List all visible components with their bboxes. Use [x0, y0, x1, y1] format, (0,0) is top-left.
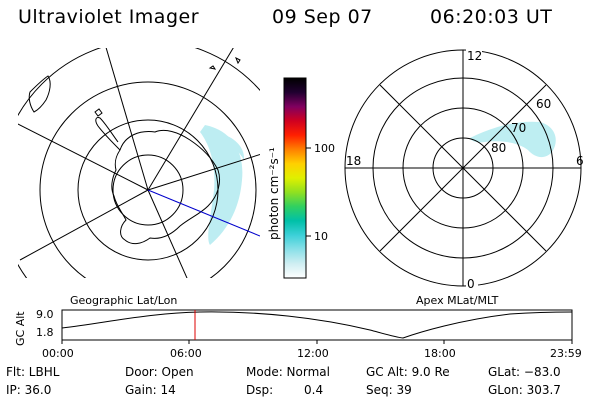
time-tick-1200: 12:00	[297, 347, 329, 360]
alt-tick-9: 9.0	[36, 308, 54, 321]
time-tick-2359: 23:59	[550, 347, 582, 360]
gain-info: Gain: 14	[125, 383, 176, 397]
instrument-title: Ultraviolet Imager	[18, 6, 200, 28]
mlt-label-18: 18	[346, 154, 361, 168]
altitude-timeline: 9.0 1.8 GC Alt 00:00 06:00 12:00 18:00 2…	[14, 308, 582, 360]
apex-panel-label: Apex MLat/MLT	[416, 294, 499, 307]
date-label: 09 Sep 07	[272, 6, 373, 28]
seq-info: Seq: 39	[366, 383, 412, 397]
orbit-track	[147, 189, 260, 237]
geographic-map	[18, 48, 260, 278]
filter-info: Flt: LBHL	[6, 365, 60, 379]
mlt-label-0: 0	[467, 277, 475, 291]
dsp-label: Dsp:	[246, 383, 274, 397]
polar-plot: 12 0 18 6 60 70 80	[344, 48, 584, 291]
time-label: 06:20:03 UT	[430, 6, 553, 28]
mlat-label-80: 80	[491, 141, 506, 155]
auroral-oval-apex	[470, 121, 556, 158]
antarctic-peninsula	[95, 117, 121, 151]
time-tick-0600: 06:00	[170, 347, 202, 360]
mlt-label-6: 6	[576, 154, 584, 168]
colorbar-unit-label: photon cm⁻²s⁻¹	[267, 147, 281, 240]
colorbar-label-10: 10	[314, 230, 328, 243]
altitude-curve	[61, 311, 573, 339]
colorbar-label-100: 100	[314, 142, 335, 155]
mlat-label-60: 60	[536, 97, 551, 111]
time-tick-0000: 00:00	[42, 347, 74, 360]
alt-tick-1-8: 1.8	[36, 326, 54, 339]
latitude-circles	[18, 48, 260, 278]
time-tick-1800: 18:00	[424, 347, 456, 360]
glon-info: GLon: 303.7	[488, 383, 561, 397]
timeline-ylabel: GC Alt	[14, 311, 27, 346]
door-info: Door: Open	[125, 365, 194, 379]
mode-info: Mode: Normal	[246, 365, 330, 379]
mlt-label-12: 12	[467, 49, 482, 63]
mlt-line-diag-b	[379, 84, 547, 252]
mlat-label-70: 70	[511, 121, 526, 135]
gc-alt-info: GC Alt: 9.0 Re	[366, 365, 450, 379]
timeline-frame	[61, 309, 573, 341]
ip-info: IP: 36.0	[6, 383, 52, 397]
longitude-lines	[18, 48, 260, 278]
dsp-value: 0.4	[304, 383, 324, 397]
colorbar	[283, 77, 307, 279]
islands	[94, 56, 241, 117]
geographic-panel-label: Geographic Lat/Lon	[70, 294, 177, 307]
south-america-coast	[28, 75, 51, 113]
glat-info: GLat: −83.0	[488, 365, 561, 379]
auroral-oval-geo	[200, 125, 245, 245]
